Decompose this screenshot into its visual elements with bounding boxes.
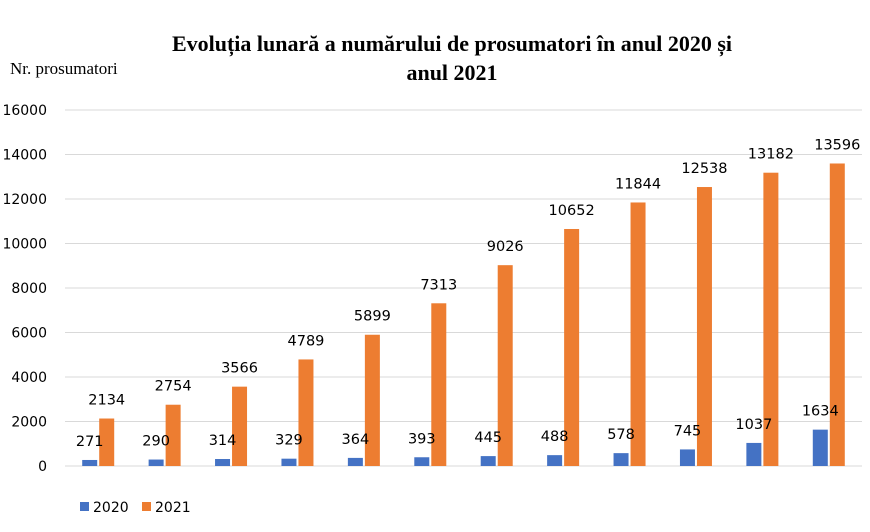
bar-2020 xyxy=(215,459,231,466)
y-axis-ticks: 0 2000 4000 6000 8000 10000 12000 14000 16000 xyxy=(2,103,47,475)
bar-2020 xyxy=(82,459,98,466)
data-label-2020: 364 xyxy=(342,432,370,448)
data-label-2021: 13596 xyxy=(814,137,860,153)
bar-2021 xyxy=(829,163,845,466)
bar-2020 xyxy=(148,459,164,466)
data-label-2021: 5899 xyxy=(354,309,391,325)
bar-2020 xyxy=(347,457,363,466)
data-label-2021: 10652 xyxy=(549,203,595,219)
data-label-2021: 2754 xyxy=(155,379,192,395)
bar-2020 xyxy=(547,455,563,466)
data-label-2021: 9026 xyxy=(487,239,524,255)
y-tick-label: 6000 xyxy=(11,326,47,342)
data-label-2021: 2134 xyxy=(88,393,125,409)
chart-title-line-1: Evoluția lunară a numărului de prosumato… xyxy=(172,31,732,57)
data-label-2021: 3566 xyxy=(221,361,258,377)
data-label-2020: 290 xyxy=(142,434,170,450)
data-label-2020: 329 xyxy=(275,433,303,449)
data-labels: 271 2134 290 2754 314 3566 329 4789 364 5899 393 73… xyxy=(76,137,860,449)
y-tick-label: 12000 xyxy=(2,192,47,208)
data-label-2021: 11844 xyxy=(615,176,661,192)
bar-2020 xyxy=(613,453,629,466)
data-label-2021: 12538 xyxy=(681,161,727,177)
data-label-2020: 271 xyxy=(76,434,104,450)
legend-label-2021: 2021 xyxy=(155,500,191,516)
bar-2021 xyxy=(497,265,513,466)
bar-2021 xyxy=(298,359,314,466)
data-label-2021: 4789 xyxy=(288,333,325,349)
legend-swatch-2020 xyxy=(80,502,89,511)
bar-2021 xyxy=(630,202,646,466)
data-label-2021: 7313 xyxy=(420,277,457,293)
y-tick-label: 0 xyxy=(38,459,47,475)
bars xyxy=(82,163,845,467)
data-label-2020: 445 xyxy=(474,430,502,446)
bar-2021 xyxy=(99,418,115,466)
data-label-2020: 578 xyxy=(607,427,635,443)
y-tick-label: 14000 xyxy=(2,148,47,164)
legend: 2020 2021 xyxy=(80,500,191,516)
bar-2020 xyxy=(812,429,828,466)
y-axis-label: Nr. prosumatori xyxy=(10,59,118,78)
data-label-2021: 13182 xyxy=(748,147,794,163)
data-label-2020: 1037 xyxy=(735,417,772,433)
data-label-2020: 1634 xyxy=(802,404,839,420)
chart-title-line-2: anul 2021 xyxy=(406,60,497,85)
gridlines xyxy=(65,109,862,467)
y-tick-label: 4000 xyxy=(11,370,47,386)
bar-2021 xyxy=(696,187,712,467)
y-tick-label: 16000 xyxy=(2,103,47,119)
bar-2020 xyxy=(480,456,496,466)
data-label-2020: 745 xyxy=(674,423,702,439)
bar-2021 xyxy=(564,228,580,466)
y-tick-label: 10000 xyxy=(2,237,47,253)
bar-2021 xyxy=(431,303,447,466)
bar-2021 xyxy=(232,386,248,466)
bar-2020 xyxy=(414,457,430,466)
bar-2021 xyxy=(364,334,380,466)
bar-2020 xyxy=(679,449,695,466)
data-label-2020: 314 xyxy=(209,433,237,449)
data-label-2020: 393 xyxy=(408,431,436,447)
data-label-2020: 488 xyxy=(541,429,569,445)
bar-2021 xyxy=(165,404,181,466)
y-tick-label: 2000 xyxy=(11,415,47,431)
bar-2021 xyxy=(763,172,779,466)
legend-label-2020: 2020 xyxy=(93,500,129,516)
bar-2020 xyxy=(746,442,762,466)
y-tick-label: 8000 xyxy=(11,281,47,297)
bar-2020 xyxy=(281,458,297,466)
legend-swatch-2021 xyxy=(142,502,151,511)
